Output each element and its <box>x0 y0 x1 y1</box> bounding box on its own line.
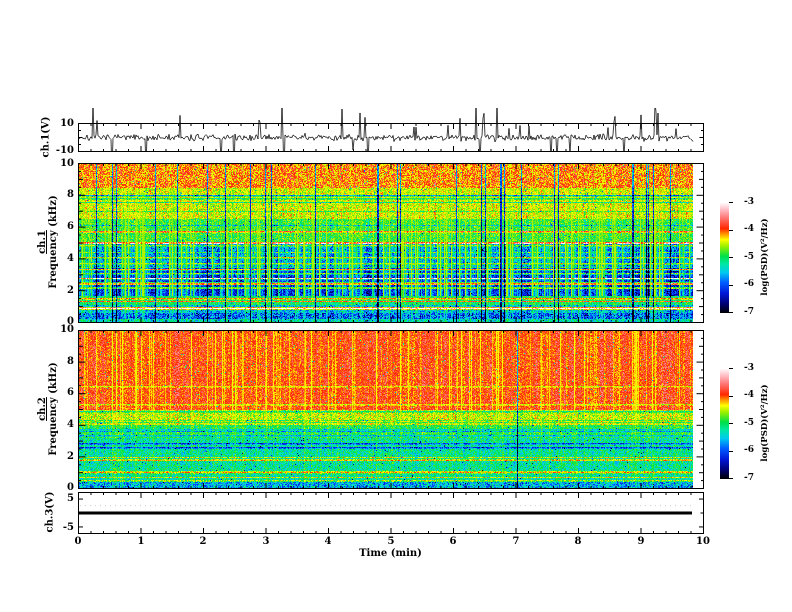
x-tick: 3 <box>262 536 270 547</box>
x-axis-title: Time (min) <box>359 548 422 559</box>
cb1-tick: -3 <box>744 197 754 207</box>
ch2-spectrogram <box>78 330 704 489</box>
cb1-tick: -4 <box>744 224 754 234</box>
x-tick: 0 <box>74 536 82 547</box>
ch3-voltage-axis-label: ch.3(V) <box>44 491 56 533</box>
spec1-ytick: 2 <box>67 285 74 296</box>
wave-ymin-label: -10 <box>55 145 74 156</box>
x-tick: 1 <box>137 536 145 547</box>
cb2-tick: -3 <box>744 363 754 373</box>
spec1-ytick: 4 <box>67 253 74 264</box>
ch3-ymin-label: -5 <box>62 522 74 533</box>
cb2-tick: -5 <box>744 418 754 428</box>
spec2-ytick: 2 <box>67 451 74 462</box>
x-tick: 8 <box>574 536 582 547</box>
colorbar-ch2 <box>720 368 734 479</box>
x-tick: 9 <box>637 536 645 547</box>
spec1-ytick: 0 <box>67 316 74 327</box>
x-tick: 10 <box>696 536 710 547</box>
cb1-axis-label: log(PSD)(V²/Hz) <box>760 218 770 296</box>
spec2-ytick: 6 <box>67 387 74 398</box>
x-tick: 7 <box>512 536 520 547</box>
cb2-axis-label: log(PSD)(V²/Hz) <box>760 384 770 462</box>
spec1-ytick: 8 <box>67 189 74 200</box>
cb2-tick: -4 <box>744 390 754 400</box>
spec1-ytick: 10 <box>60 158 74 169</box>
ch1-voltage-axis-label: ch.1(V) <box>40 116 52 158</box>
ch3-ymax-label: 5 <box>67 493 74 504</box>
x-tick: 6 <box>449 536 457 547</box>
spec1-ylabel: Frequency (kHz) <box>48 195 59 289</box>
spec2-ytick: 0 <box>67 482 74 493</box>
spec2-ytick: 4 <box>67 419 74 430</box>
ch1-waveform-plot <box>78 108 704 152</box>
spec1-ytick: 6 <box>67 221 74 232</box>
cb1-tick: -6 <box>744 279 754 289</box>
cb1-tick: -5 <box>744 252 754 262</box>
ch3-trace-plot <box>78 492 704 534</box>
spec2-ytick: 10 <box>60 324 74 335</box>
spec1-freq-axis-label: ch.1 Frequency (kHz) <box>37 195 59 288</box>
spec2-freq-axis-label: ch.2 Frequency (kHz) <box>37 362 59 455</box>
spec2-channel-label: ch.2 <box>37 397 48 421</box>
x-tick: 5 <box>387 536 395 547</box>
cb2-tick: -7 <box>744 473 754 483</box>
ch1-spectrogram <box>78 163 704 323</box>
spec1-channel-label: ch.1 <box>37 230 48 254</box>
wave-ymax-label: 10 <box>60 118 74 129</box>
cb1-tick: -7 <box>744 307 754 317</box>
x-tick: 4 <box>324 536 332 547</box>
colorbar-ch1 <box>720 202 734 313</box>
spec2-ytick: 8 <box>67 356 74 367</box>
spec2-ylabel: Frequency (kHz) <box>48 362 59 456</box>
x-tick: 2 <box>199 536 207 547</box>
cb2-tick: -6 <box>744 445 754 455</box>
